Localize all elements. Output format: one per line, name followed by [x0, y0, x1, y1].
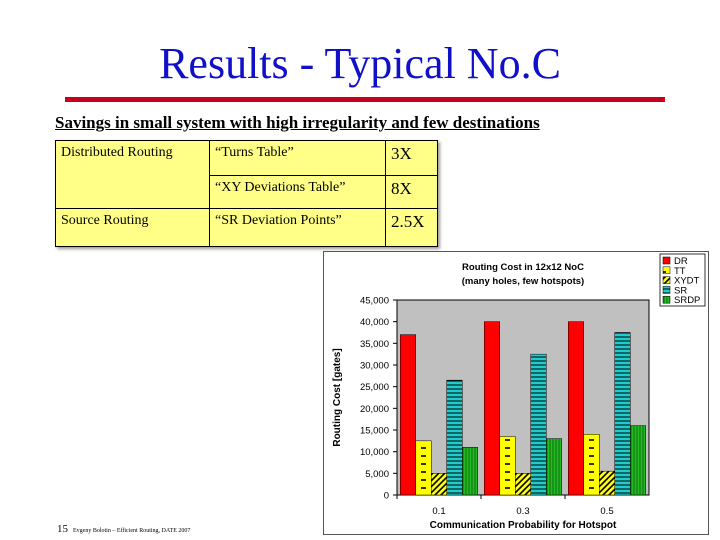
- x-tick-label: 0.3: [516, 506, 529, 517]
- table-cell-method: “SR Deviation Points”: [209, 208, 386, 247]
- plot-area: [396, 299, 650, 496]
- table-row: Source Routing “SR Deviation Points” 2.5…: [55, 208, 438, 247]
- legend-label-xydt: XYDT: [674, 276, 700, 287]
- table-cell-saving: 2.5X: [385, 208, 438, 247]
- slide-subtitle: Savings in small system with high irregu…: [55, 113, 540, 132]
- bar-sr: [530, 353, 547, 496]
- slide-number: 15: [57, 523, 68, 535]
- y-tick-label: 20,000: [360, 404, 389, 415]
- slide-footer: Evgeny Bolotin – Efficient Routing, DATE…: [73, 528, 191, 534]
- table-cell-category: Distributed Routing: [55, 140, 210, 209]
- y-tick-label: 40,000: [360, 317, 389, 328]
- results-table: Distributed Routing “Turns Table” 3X “XY…: [55, 140, 438, 247]
- y-tick-label: 35,000: [360, 339, 389, 350]
- bar-sr: [446, 379, 463, 496]
- bar-tt: [583, 434, 600, 496]
- chart-subtitle: (many holes, few hotspots): [462, 276, 584, 287]
- chart-frame: Routing Cost in 12x12 NoC (many holes, fe…: [323, 251, 709, 535]
- y-tick-label: 15,000: [360, 426, 389, 437]
- table-cell-method: “XY Deviations Table”: [209, 175, 386, 209]
- x-axis-label: Communication Probability for Hotspot: [430, 520, 617, 531]
- legend-swatch-dr: [662, 256, 671, 265]
- bar-dr: [400, 334, 416, 496]
- y-tick-label: 25,000: [360, 382, 389, 393]
- legend-label-srdp: SRDP: [674, 295, 700, 306]
- y-tick-label: 5,000: [365, 469, 389, 480]
- legend-label-tt: TT: [674, 266, 686, 277]
- table-cell-saving: 8X: [385, 175, 438, 209]
- x-tick-label: 0.1: [432, 506, 445, 517]
- legend-swatch-srdp: [662, 295, 671, 304]
- table-cell-category: Source Routing: [55, 208, 210, 247]
- chart-title: Routing Cost in 12x12 NoC: [462, 262, 584, 273]
- bar-srdp: [546, 438, 562, 496]
- bar-xydt: [599, 470, 615, 496]
- legend-swatch-sr: [662, 286, 671, 294]
- slide-title: Results - Typical No.C: [159, 39, 561, 88]
- bar-tt: [499, 436, 516, 496]
- bar-sr: [614, 332, 631, 496]
- y-axis-label: Routing Cost [gates]: [332, 348, 343, 446]
- bar-xydt: [515, 473, 531, 496]
- table-cell-method: “Turns Table”: [209, 140, 386, 176]
- table-row: “XY Deviations Table” 8X: [56, 175, 438, 209]
- legend-swatch-xydt: [662, 276, 671, 284]
- bar-dr: [484, 321, 500, 496]
- x-tick-label: 0.5: [600, 506, 613, 517]
- y-tick-label: 30,000: [360, 361, 389, 372]
- table-row: Distributed Routing “Turns Table” 3X: [55, 140, 438, 209]
- title-underline-rule: [65, 97, 665, 102]
- table-cell-saving: 3X: [385, 140, 438, 176]
- y-tick-label: 10,000: [360, 447, 389, 458]
- legend-label-dr: DR: [674, 256, 688, 267]
- y-tick-label: 45,000: [360, 296, 389, 307]
- bar-xydt: [431, 473, 447, 496]
- bar-srdp: [630, 425, 646, 496]
- bar-srdp: [462, 447, 478, 496]
- legend-label-sr: SR: [674, 285, 687, 296]
- y-tick-label: 0: [384, 491, 389, 502]
- bar-dr: [568, 321, 584, 496]
- routing-cost-chart: Routing Cost in 12x12 NoC (many holes, fe…: [332, 253, 706, 531]
- bar-tt: [415, 440, 432, 496]
- legend-swatch-tt: [662, 266, 671, 275]
